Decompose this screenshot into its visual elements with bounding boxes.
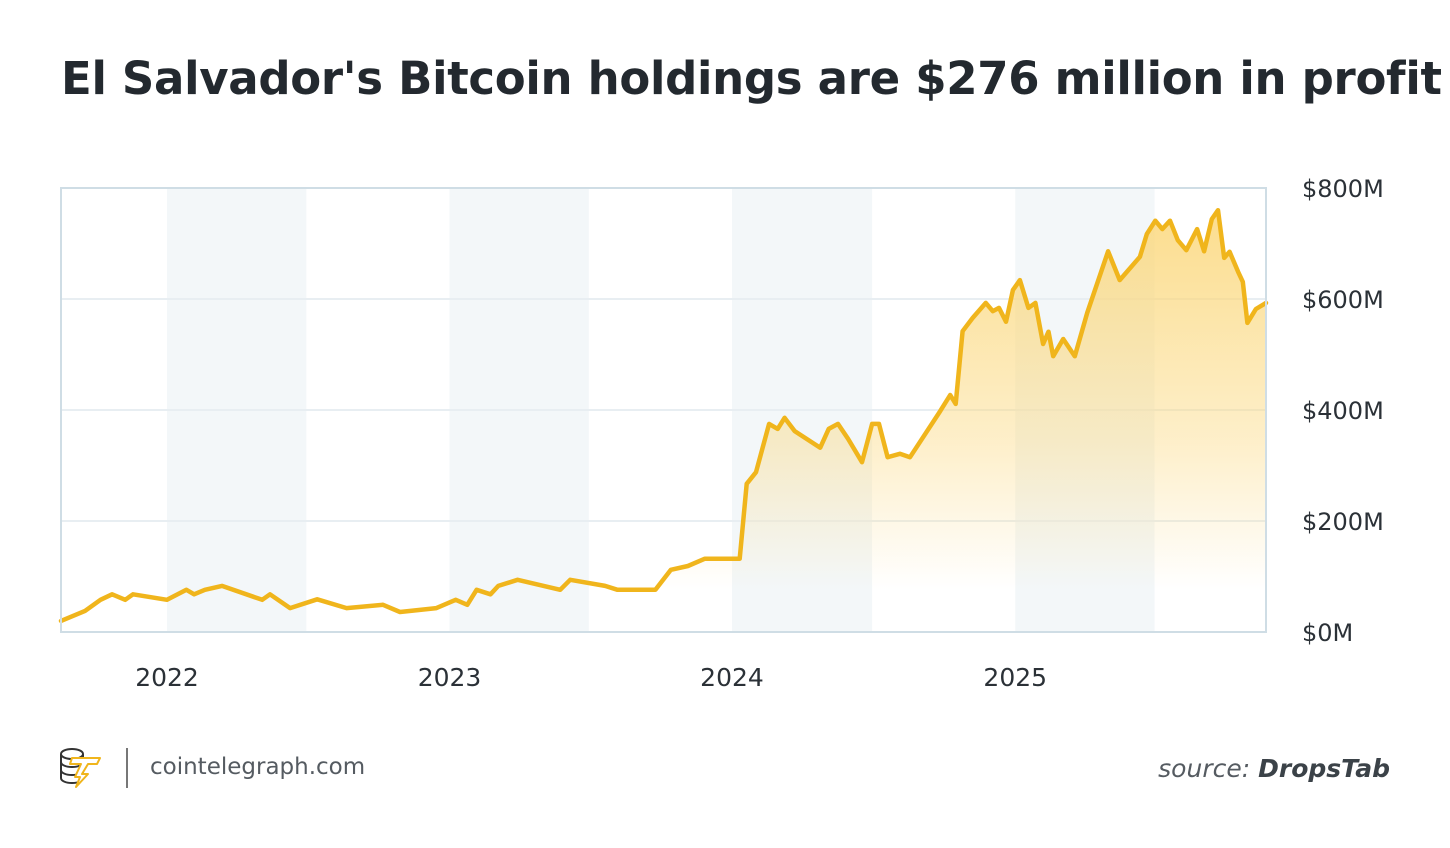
plot-border <box>60 187 1267 633</box>
footer-source: source: DropsTab <box>1158 754 1390 783</box>
x-tick-label: 2024 <box>700 663 764 692</box>
cointelegraph-logo-icon <box>58 746 104 792</box>
x-tick-label: 2025 <box>983 663 1047 692</box>
y-tick-label: $400M <box>1302 397 1384 425</box>
y-tick-label: $200M <box>1302 508 1384 536</box>
y-tick-label: $800M <box>1302 175 1384 203</box>
y-tick-label: $600M <box>1302 286 1384 314</box>
source-label: source: <box>1158 754 1251 783</box>
chart-title: El Salvador's Bitcoin holdings are $276 … <box>61 52 1442 105</box>
source-name: DropsTab <box>1258 754 1390 783</box>
y-tick-label: $0M <box>1302 619 1353 647</box>
footer-divider <box>126 748 128 788</box>
x-tick-label: 2023 <box>418 663 482 692</box>
area-fill <box>61 210 1266 632</box>
footer-site-link[interactable]: cointelegraph.com <box>150 754 366 780</box>
x-tick-label: 2022 <box>135 663 199 692</box>
